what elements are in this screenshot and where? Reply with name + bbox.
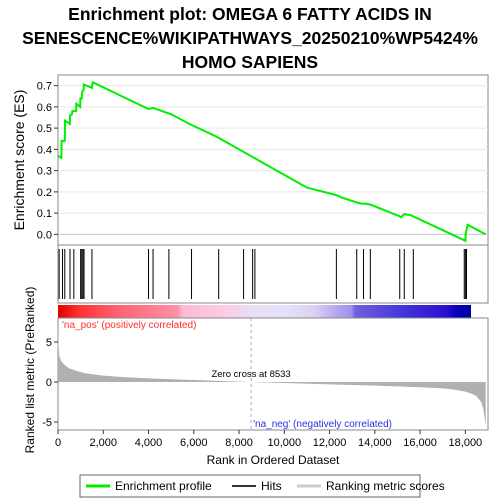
x-tick-label: 8,000	[225, 437, 253, 449]
metric-panel-frame	[57, 317, 489, 431]
x-tick-label: 0	[55, 437, 61, 449]
x-tick-label: 6,000	[180, 437, 208, 449]
es-tick-label: 0.5	[37, 123, 52, 135]
es-panel: 0.0 0.1 0.2 0.3 0.4 0.5 0.6 0.7 Enrichment scor…	[11, 74, 489, 246]
metric-tick-label: 5	[46, 337, 52, 349]
metric-tick-label: -5	[42, 417, 52, 429]
es-tick-label: 0.4	[37, 144, 52, 156]
x-tick-label: 12,000	[313, 437, 347, 449]
hits-panel-frame	[57, 244, 489, 304]
es-panel-frame	[57, 74, 489, 246]
legend-hits-label: Hits	[261, 479, 282, 493]
es-y-axis-label: Enrichment score (ES)	[11, 90, 27, 231]
metric-y-ticks: -5 0 5	[42, 337, 58, 429]
chart-title: Enrichment plot: OMEGA 6 FATTY ACIDS IN …	[0, 2, 500, 74]
chart-title-line-1: Enrichment plot: OMEGA 6 FATTY ACIDS IN	[68, 4, 432, 24]
zero-cross-label: Zero cross at 8533	[212, 369, 291, 380]
metric-tick-label: 0	[46, 377, 52, 389]
legend-metric-label: Ranking metric scores	[326, 479, 445, 493]
x-tick-label: 16,000	[403, 437, 437, 449]
neg-annotation: 'na_neg' (negatively correlated)	[253, 419, 392, 430]
ranking-color-bar	[58, 305, 471, 318]
es-tick-label: 0.0	[37, 229, 52, 241]
es-tick-label: 0.1	[37, 208, 52, 220]
legend: Enrichment profile Hits Ranking metric s…	[79, 474, 445, 498]
x-tick-label: 2,000	[89, 437, 117, 449]
chart-title-line-2: SENESCENCE%WIKIPATHWAYS_20250210%WP5424%	[22, 28, 478, 48]
hits-panel	[57, 244, 489, 304]
x-tick-label: 18,000	[449, 437, 483, 449]
legend-profile-label: Enrichment profile	[115, 479, 212, 493]
es-tick-label: 0.3	[37, 166, 52, 178]
enrichment-profile-line	[57, 81, 487, 243]
es-tick-label: 0.6	[37, 102, 52, 114]
es-y-ticks: 0.0 0.1 0.2 0.3 0.4 0.5 0.6 0.7	[37, 81, 58, 241]
chart-title-line-3: HOMO SAPIENS	[181, 52, 319, 72]
metric-y-axis-label: Ranked list metric (PreRanked)	[23, 287, 37, 454]
es-tick-label: 0.2	[37, 187, 52, 199]
pos-annotation: 'na_pos' (positively correlated)	[62, 320, 196, 331]
x-tick-label: 14,000	[358, 437, 392, 449]
metric-panel: Zero cross at 8533 'na_pos' (positively …	[23, 287, 489, 454]
x-axis-ticks: 0 2,000 4,000 6,000 8,000 10,000 12,000 14,000 1…	[55, 430, 482, 449]
es-tick-label: 0.7	[37, 81, 52, 93]
x-tick-label: 10,000	[267, 437, 301, 449]
x-axis-label: Rank in Ordered Dataset	[207, 453, 340, 467]
x-tick-label: 4,000	[135, 437, 163, 449]
hits-marks	[58, 249, 467, 299]
